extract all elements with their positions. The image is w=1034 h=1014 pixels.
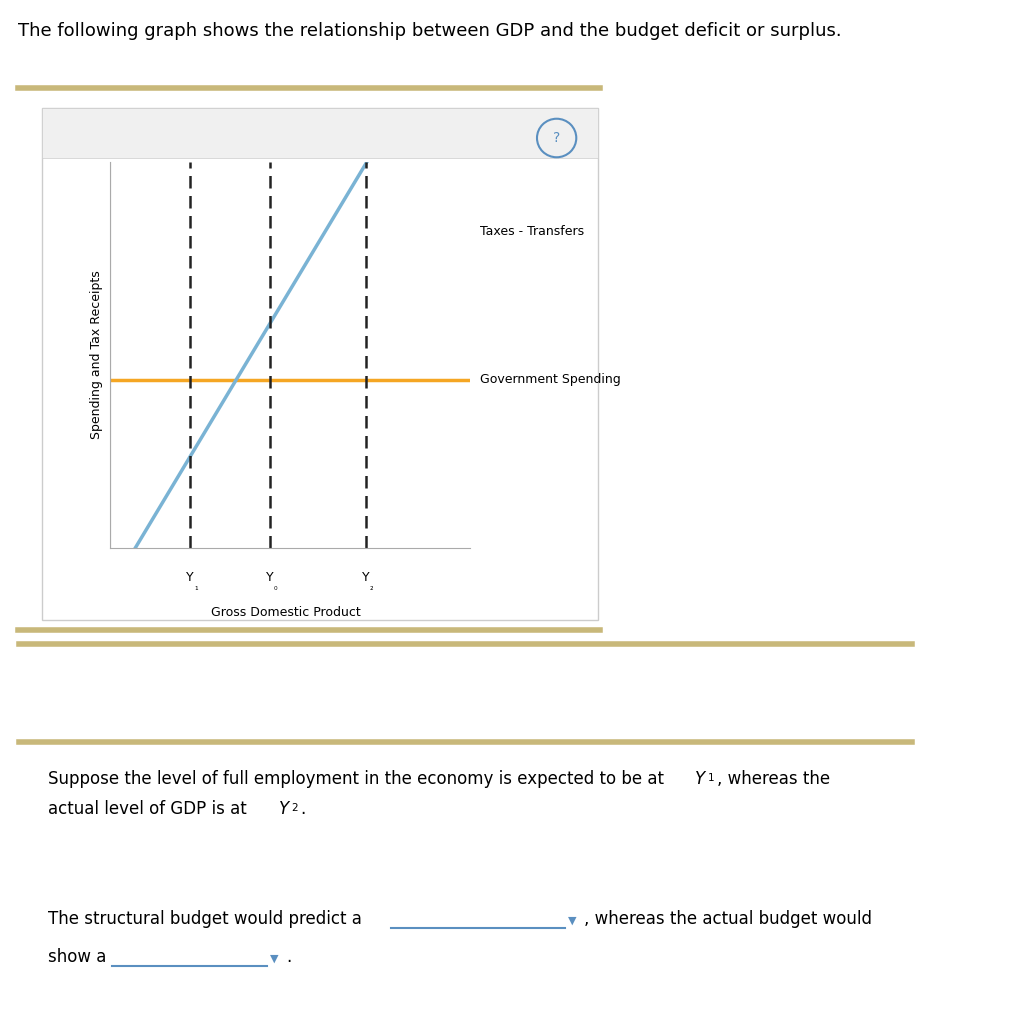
Text: Government Spending: Government Spending [481,373,621,386]
Text: Suppose the level of full employment in the economy is expected to be at: Suppose the level of full employment in … [48,770,669,788]
Text: ₀: ₀ [274,583,277,592]
Text: Y: Y [278,800,288,818]
Text: The following graph shows the relationship between GDP and the budget deficit or: The following graph shows the relationsh… [18,22,842,40]
Text: Y: Y [186,571,193,584]
Text: actual level of GDP is at: actual level of GDP is at [48,800,252,818]
Text: , whereas the: , whereas the [717,770,830,788]
Text: ▼: ▼ [270,954,279,964]
Text: show a: show a [48,948,107,966]
Text: ▼: ▼ [568,916,577,926]
Text: ₂: ₂ [370,583,373,592]
Text: .: . [285,948,291,966]
Y-axis label: Spending and Tax Receipts: Spending and Tax Receipts [90,271,103,439]
Text: Y: Y [362,571,370,584]
Text: 1: 1 [707,773,714,783]
Text: , whereas the actual budget would: , whereas the actual budget would [583,910,872,928]
Text: ?: ? [553,131,560,145]
Text: 2: 2 [291,803,298,813]
Text: .: . [300,800,305,818]
Text: Taxes - Transfers: Taxes - Transfers [481,225,584,238]
Text: ₁: ₁ [194,583,197,592]
Text: Gross Domestic Product: Gross Domestic Product [211,606,361,619]
Text: Y: Y [266,571,274,584]
Text: The structural budget would predict a: The structural budget would predict a [48,910,362,928]
Text: Y: Y [695,770,705,788]
